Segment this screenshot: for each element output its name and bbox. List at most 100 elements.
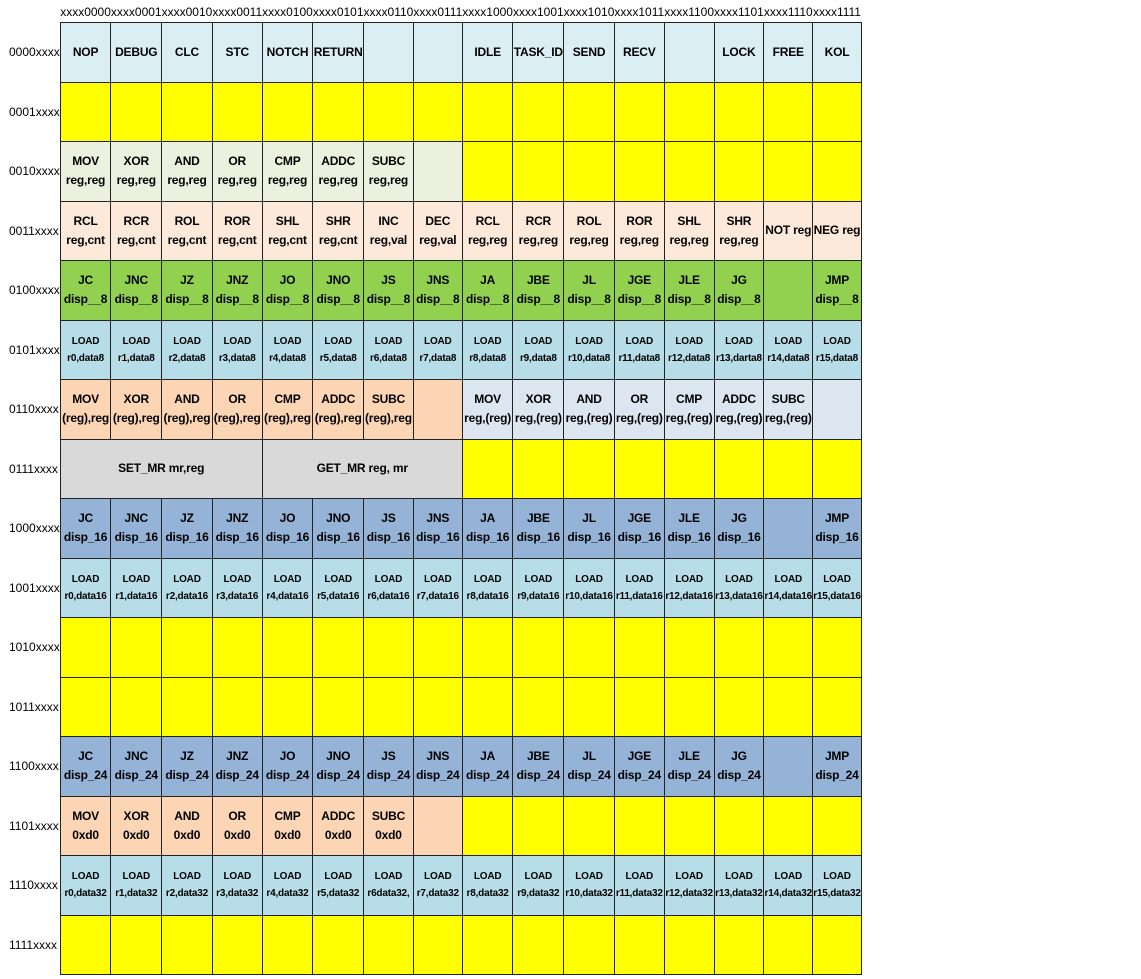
opcode-cell: LOAD r9,data16: [512, 557, 565, 618]
opcode-cell: TASK_ID: [512, 22, 565, 83]
opcode-cell: LOAD r4,data8: [261, 319, 314, 380]
empty-opcode-cell: [812, 617, 862, 678]
row-header: 1100xxxx: [9, 759, 59, 774]
opcode-cell: RCL reg,cnt: [59, 200, 112, 261]
row-header: 0001xxxx: [9, 104, 60, 119]
opcode-cell: ADDC reg,(reg): [713, 379, 765, 440]
opcode-cell: XOR reg,reg: [110, 141, 163, 202]
empty-opcode-cell: [663, 22, 715, 83]
opcode-cell: LOAD r1,data16: [110, 557, 163, 618]
empty-opcode-cell: [110, 617, 163, 678]
empty-opcode-cell: [713, 617, 765, 678]
opcode-cell: LOAD r12,data16: [663, 557, 715, 618]
empty-opcode-cell: [812, 81, 862, 142]
row-header: 1110xxxx: [9, 878, 58, 893]
opcode-cell: ROR reg,reg: [613, 200, 665, 261]
empty-opcode-cell: [563, 676, 615, 737]
empty-opcode-cell: [563, 914, 615, 975]
empty-opcode-cell: [812, 379, 862, 440]
opcode-cell: LOAD r13,data32: [713, 855, 765, 916]
empty-opcode-cell: [763, 914, 814, 975]
empty-opcode-cell: [563, 141, 615, 202]
column-header-row: xxxx0000 xxxx0001 xxxx0010 xxxx0011 xxxx0100…: [0, 2, 861, 23]
opcode-cell: CMP reg,reg: [261, 141, 314, 202]
empty-opcode-cell: [663, 81, 715, 142]
opcode-cell: NOP: [59, 22, 112, 83]
opcode-cell: LOAD r11,data8: [613, 319, 665, 380]
empty-opcode-cell: [312, 914, 365, 975]
empty-opcode-cell: [461, 81, 514, 142]
opcode-cell: CLC: [161, 22, 213, 83]
opcode-cell: LOAD r8,data8: [461, 319, 514, 380]
empty-opcode-cell: [161, 617, 213, 678]
opcode-cell: IDLE: [461, 22, 514, 83]
empty-opcode-cell: [363, 22, 414, 83]
empty-opcode-cell: [461, 795, 514, 856]
opcode-cell: JNZ disp_16: [211, 498, 263, 559]
row-header: 0101xxxx: [9, 342, 60, 357]
opcode-cell: KOL: [812, 22, 862, 83]
opcode-cell: JC disp_16: [59, 498, 112, 559]
empty-opcode-cell: [412, 914, 463, 975]
opcode-cell: MOV 0xd0: [59, 795, 112, 856]
opcode-cell: LOAD r12,data8: [663, 319, 715, 380]
opcode-cell: JZ disp_16: [161, 498, 213, 559]
empty-opcode-cell: [613, 81, 665, 142]
opcode-cell: XOR (reg),reg: [110, 379, 163, 440]
empty-opcode-cell: [312, 676, 365, 737]
opcode-cell: NOTCH: [261, 22, 314, 83]
opcode-cell: LOAD r0,data8: [59, 319, 112, 380]
opcode-cell: JMP disp_16: [812, 498, 862, 559]
empty-opcode-cell: [563, 795, 615, 856]
opcode-row: 1011xxxx: [0, 676, 862, 737]
opcode-cell: LOAD r0,data32: [59, 855, 112, 916]
opcode-cell: LOAD r5,data16: [312, 557, 365, 618]
opcode-row: 1110xxxx LOAD r0,data32 LOAD r1,data32 LOAD…: [0, 855, 862, 916]
opcode-cell: CMP (reg),reg: [261, 379, 314, 440]
row-header: 0100xxxx: [9, 283, 60, 298]
opcode-cell: JLE disp__8: [663, 260, 715, 321]
opcode-cell: STC: [211, 22, 263, 83]
empty-opcode-cell: [713, 141, 765, 202]
opcode-cell: OR reg,reg: [211, 141, 263, 202]
opcode-cell: ADDC reg,reg: [312, 141, 365, 202]
opcode-row: 1001xxxx LOAD r0,data16 LOAD r1,data16 LOAD…: [0, 557, 862, 618]
opcode-cell: GET_MR reg, mr: [261, 438, 463, 499]
opcode-cell: JS disp__8: [363, 260, 414, 321]
empty-opcode-cell: [663, 438, 715, 499]
opcode-cell: JC disp__8: [59, 260, 112, 321]
opcode-cell: JL disp_16: [563, 498, 615, 559]
empty-opcode-cell: [211, 81, 263, 142]
opcode-cell: OR 0xd0: [211, 795, 263, 856]
opcode-row: 0111xxxx SET_MR mr,reg GET_MR reg, mr: [0, 438, 862, 499]
opcode-cell: LOAD r7,data32: [412, 855, 463, 916]
opcode-cell: JNZ disp__8: [211, 260, 263, 321]
opcode-cell: FREE: [763, 22, 814, 83]
empty-opcode-cell: [412, 22, 463, 83]
opcode-cell: SEND: [563, 22, 615, 83]
row-header: 0010xxxx: [9, 164, 60, 179]
opcode-cell: LOAD r14,data8: [763, 319, 814, 380]
empty-opcode-cell: [312, 617, 365, 678]
opcode-cell: JA disp__8: [461, 260, 514, 321]
empty-opcode-cell: [663, 795, 715, 856]
empty-opcode-cell: [812, 438, 862, 499]
opcode-row: 0010xxxx MOV reg,reg XOR reg,reg AND reg,re…: [0, 141, 862, 202]
empty-opcode-cell: [563, 81, 615, 142]
opcode-cell: JNO disp_16: [312, 498, 365, 559]
opcode-cell: LOAD r13,darta8: [713, 319, 765, 380]
opcode-cell: JGE disp_16: [613, 498, 665, 559]
empty-opcode-cell: [363, 676, 414, 737]
empty-opcode-cell: [613, 795, 665, 856]
opcode-cell: LOAD r3,data16: [211, 557, 263, 618]
opcode-cell: INC reg,val: [363, 200, 414, 261]
opcode-cell: LOAD r1,data32: [110, 855, 163, 916]
opcode-row: 0100xxxx JC disp__8 JNC disp__8 JZ disp__8 J…: [0, 260, 862, 321]
column-header: xxxx0100: [262, 5, 313, 19]
empty-opcode-cell: [763, 81, 814, 142]
opcode-cell: LOAD r9,data32: [512, 855, 565, 916]
opcode-cell: DEC reg,val: [412, 200, 463, 261]
empty-opcode-cell: [763, 498, 814, 559]
opcode-cell: JO disp_16: [261, 498, 314, 559]
opcode-cell: JBE disp_16: [512, 498, 565, 559]
